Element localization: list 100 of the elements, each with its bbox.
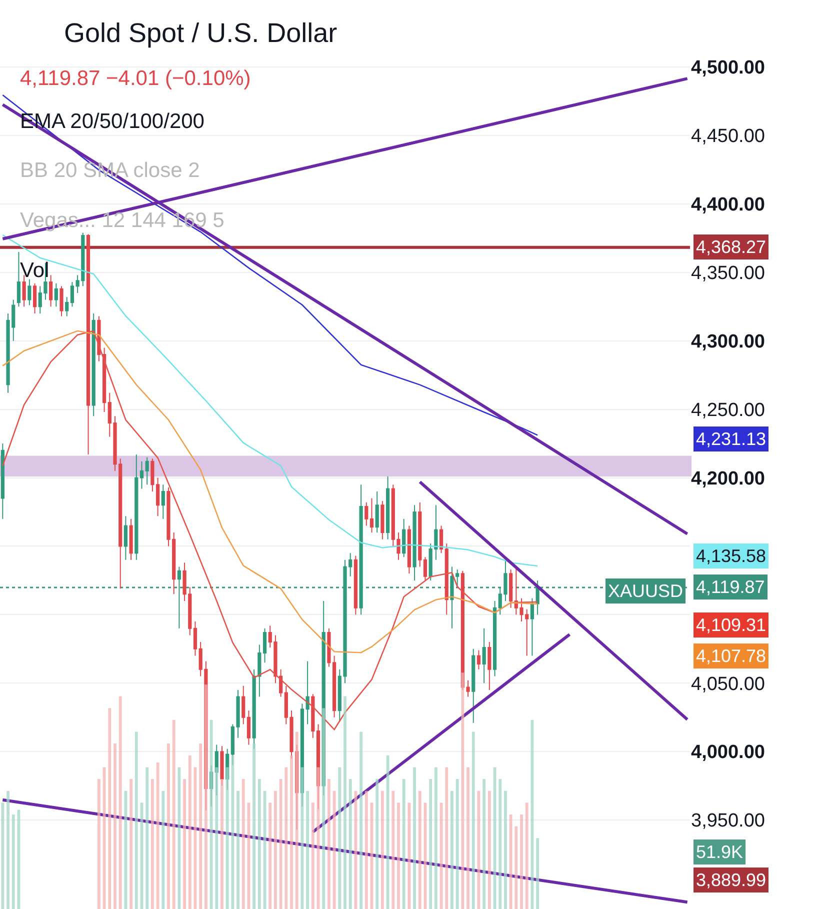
bar [530,720,534,909]
candlestick [258,644,262,698]
bar [392,790,395,909]
bar [354,790,358,909]
candlestick [412,504,416,581]
bar [429,779,432,909]
candlestick [402,518,406,558]
candlestick [246,710,251,746]
bar [167,744,170,909]
candlestick [65,296,69,317]
bar [520,814,523,909]
candlestick [482,628,486,684]
candlestick [49,274,53,308]
bar [130,779,133,909]
bar [413,767,416,909]
candlestick [16,251,21,308]
candlestick [311,694,315,738]
bar [199,744,202,909]
candlestick [86,234,90,455]
bar [408,802,411,909]
candlestick [32,282,37,314]
bar [252,744,256,909]
bar [108,708,112,909]
y-tick-label: 4,000.00 [691,742,765,764]
candlestick [439,525,444,554]
y-tick-label: 4,050.00 [691,674,765,695]
candlestick [54,282,58,308]
line-series [2,94,538,436]
candlestick [28,278,32,306]
bar [450,790,454,909]
bar [440,802,443,909]
text: 4,231.13 [696,429,766,449]
candlestick [488,642,492,690]
bar [279,779,282,909]
y-tick-label: 4,500.00 [691,58,765,79]
candlestick [161,484,165,520]
bar [332,790,336,909]
bar [360,732,363,909]
bar [258,779,261,909]
bar [274,790,277,909]
text: 3,889.99 [696,870,766,890]
bar [402,779,406,909]
bar [525,802,528,909]
bar [509,814,512,909]
candlestick [92,313,96,417]
bar [338,767,342,909]
text: 4,107.78 [696,646,766,666]
annotation: XAUUSD [608,581,684,601]
y-tick-label: 4,300.00 [691,332,765,353]
y-tick-label: 4,350.00 [691,263,765,284]
candlestick [70,282,74,308]
bar [306,790,310,909]
candlestick [509,568,513,608]
bar [284,767,288,909]
candlestick [456,568,460,588]
candlestick [134,454,138,560]
candlestick [370,498,374,534]
candlestick [472,648,476,724]
bar [242,779,245,909]
candlestick [476,650,481,670]
bar [295,732,298,909]
bar [466,767,470,909]
candlestick [450,566,454,629]
candlestick [354,555,358,616]
bar [150,779,154,909]
candlestick [193,621,198,656]
bar [456,779,459,909]
y-tick-label: 4,400.00 [691,194,765,216]
bar [311,802,314,909]
bar [188,755,192,909]
candlestick [129,518,133,560]
candlestick [364,502,368,526]
candlestick [262,628,267,664]
bar [418,790,422,909]
bar [268,802,272,909]
bar [461,672,464,909]
bar [344,696,346,909]
candlestick [375,490,379,534]
bar [498,779,502,909]
bar [12,814,15,909]
candlestick [380,500,384,540]
bar [114,744,116,909]
bar [102,767,106,909]
bar [231,755,234,909]
bar [124,790,128,909]
bar [504,790,507,909]
candlestick [530,598,534,656]
bar [380,790,384,909]
y-tick-label: 4,200.00 [691,468,765,490]
bar [536,838,540,909]
bar [514,826,518,909]
candlestick [359,484,363,616]
y-tick-label: 3,950.00 [691,810,765,832]
bar [134,732,138,909]
bar [445,767,448,909]
ref-line-label: 4,119.87 [696,577,765,597]
text: 51.9K [696,842,744,862]
bar [386,755,390,909]
candlestick [60,286,64,317]
candlestick [423,556,428,581]
